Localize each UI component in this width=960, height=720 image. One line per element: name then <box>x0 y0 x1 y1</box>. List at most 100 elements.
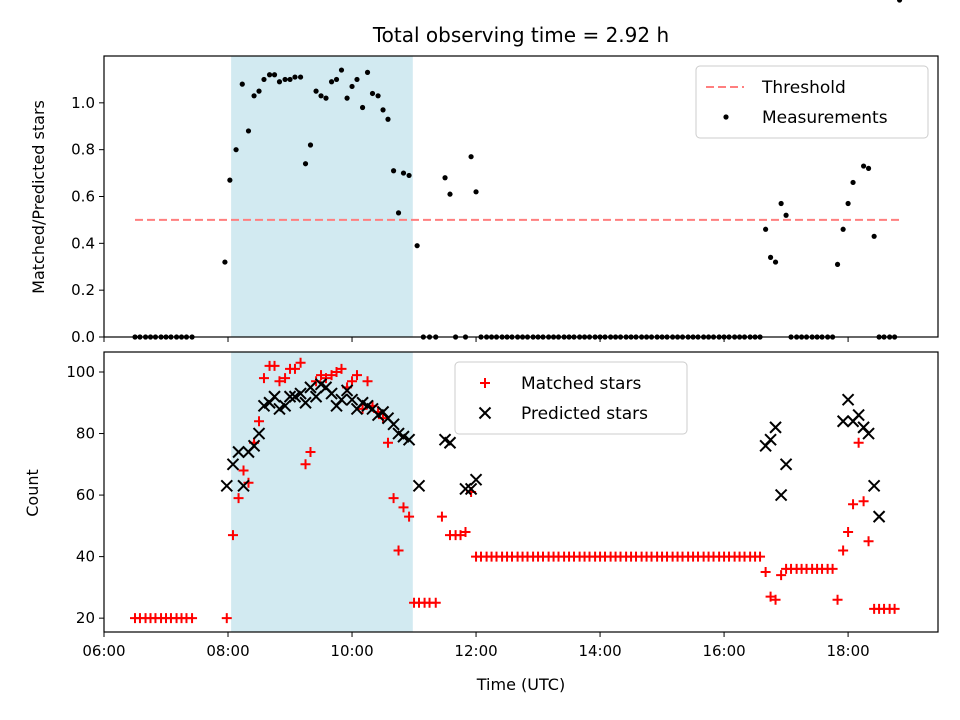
chart-title: Total observing time = 2.92 h <box>372 23 669 47</box>
data-point <box>318 93 324 99</box>
data-point <box>447 191 453 197</box>
data-point <box>220 479 233 493</box>
data-point <box>268 390 281 403</box>
data-point <box>232 445 245 459</box>
data-point <box>774 488 788 502</box>
data-point <box>827 563 838 574</box>
data-point <box>233 147 239 153</box>
data-point <box>473 189 479 195</box>
series-dot <box>132 0 903 340</box>
data-point <box>414 243 420 249</box>
data-point <box>860 163 867 169</box>
data-point <box>266 72 273 78</box>
data-point <box>378 413 389 424</box>
data-point <box>297 74 304 80</box>
data-point <box>398 502 409 513</box>
legend-x-marker <box>478 406 492 420</box>
data-point <box>459 482 472 496</box>
data-point <box>763 226 769 232</box>
data-point <box>387 418 400 431</box>
data-point <box>357 403 368 414</box>
data-point <box>872 510 886 523</box>
data-point <box>767 254 774 260</box>
x-tick-label: 08:00 <box>206 642 249 660</box>
data-point <box>843 527 854 537</box>
data-point <box>832 594 843 605</box>
data-point <box>863 536 874 547</box>
legend-box <box>454 361 688 435</box>
data-point <box>256 88 262 94</box>
data-point <box>393 545 404 556</box>
legend: Matched stars Predicted stars <box>454 361 688 435</box>
y-tick-label: 1.0 <box>71 94 95 112</box>
data-point <box>287 76 293 83</box>
series-plus <box>130 358 900 624</box>
legend-label: Threshold <box>761 78 846 98</box>
data-point <box>328 79 335 85</box>
legend-label: Measurements <box>762 108 888 128</box>
data-point <box>834 261 841 268</box>
data-point <box>344 95 350 101</box>
data-point <box>252 427 266 440</box>
series-x <box>220 378 886 523</box>
y-tick-label: 0.6 <box>71 188 95 206</box>
x-axis-label: Time (UTC) <box>476 675 565 694</box>
x-tick-label: 14:00 <box>578 642 621 660</box>
data-point <box>867 479 881 493</box>
highlight-span <box>231 56 413 337</box>
data-point <box>840 226 846 232</box>
data-point <box>333 76 340 83</box>
data-point <box>351 370 362 381</box>
data-point <box>760 567 771 577</box>
y-tick-label: 0.2 <box>71 281 95 299</box>
data-point <box>845 200 851 207</box>
data-point <box>443 436 457 449</box>
data-point <box>369 90 376 97</box>
x-tick-label: 06:00 <box>82 642 125 660</box>
data-point <box>305 447 316 457</box>
data-point <box>254 416 265 427</box>
data-point <box>430 597 441 608</box>
plot-frame <box>103 351 939 633</box>
legend-box <box>695 65 929 139</box>
data-point <box>382 437 393 448</box>
data-point <box>276 79 283 85</box>
x-tick-label: 16:00 <box>702 642 745 660</box>
data-point <box>247 439 261 453</box>
data-point <box>323 95 329 101</box>
y-tick-label: 40 <box>76 548 95 566</box>
data-point <box>755 551 766 562</box>
data-point <box>375 93 381 99</box>
legend-label: Matched stars <box>521 374 641 394</box>
data-point <box>245 128 252 134</box>
data-point <box>395 210 402 216</box>
data-point <box>283 390 297 403</box>
data-point <box>390 168 397 174</box>
data-point <box>862 427 875 440</box>
y-tick-label: 0.0 <box>71 328 95 346</box>
data-point <box>340 384 354 397</box>
data-point <box>269 360 280 371</box>
data-point <box>311 376 322 387</box>
data-point <box>769 421 782 434</box>
data-point <box>380 107 386 113</box>
data-point <box>226 458 240 471</box>
bottom-y-axis-label: Count <box>23 469 42 517</box>
data-point <box>258 373 269 384</box>
data-point <box>345 393 359 406</box>
y-tick-label: 0.8 <box>71 141 95 159</box>
top-y-axis-label: Matched/Predicted stars <box>29 100 48 294</box>
data-point <box>468 154 474 160</box>
data-point <box>404 511 415 522</box>
data-point <box>233 493 244 504</box>
x-tick-label: 10:00 <box>330 642 373 660</box>
data-point <box>359 104 366 111</box>
data-point <box>838 545 849 556</box>
data-point <box>325 387 338 400</box>
data-point <box>364 69 371 75</box>
data-point <box>227 177 233 183</box>
data-point <box>778 200 784 207</box>
data-point <box>362 376 373 387</box>
data-point <box>307 142 314 148</box>
data-point <box>783 212 789 218</box>
